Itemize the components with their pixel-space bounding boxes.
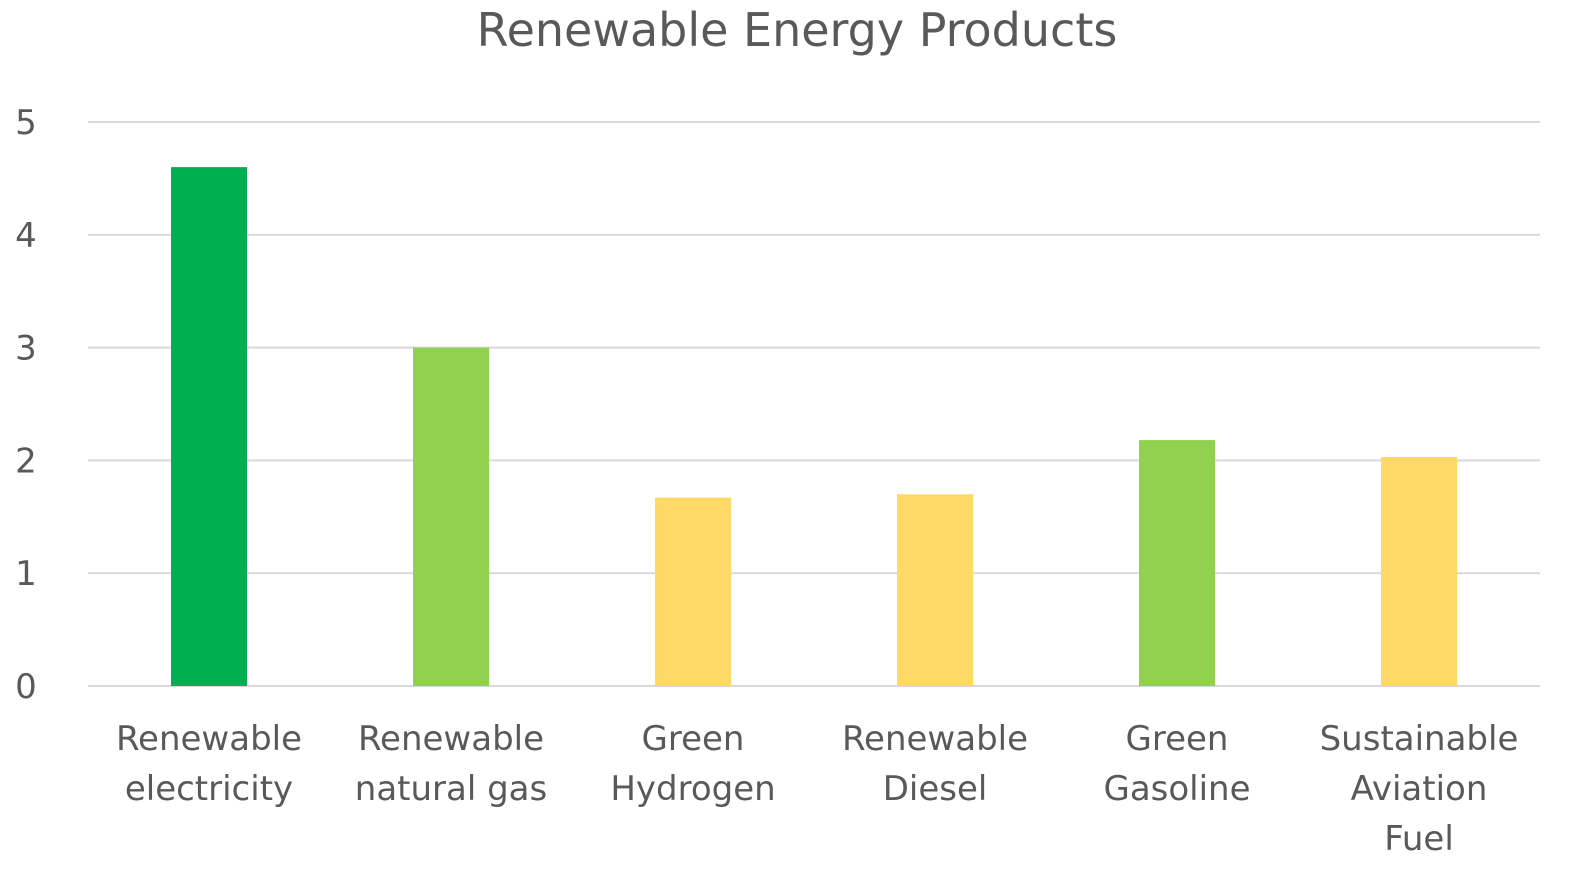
- y-axis-ticks: 0 1 2 3 4 5: [15, 103, 37, 707]
- bar: [1381, 457, 1457, 686]
- x-category-label-line: Sustainable: [1320, 719, 1519, 759]
- x-category-label-line: Aviation: [1351, 769, 1488, 809]
- y-tick-label: 3: [15, 329, 37, 369]
- bars: [171, 167, 1457, 686]
- y-tick-label: 4: [15, 216, 37, 256]
- x-category-label: Sustainable Aviation Fuel: [1320, 719, 1519, 859]
- x-category-label-line: Green: [642, 719, 745, 759]
- bar: [413, 347, 489, 686]
- x-category-label-line: Diesel: [883, 769, 988, 809]
- x-category-label-line: Renewable: [358, 719, 544, 759]
- y-tick-label: 0: [15, 667, 37, 707]
- x-category-label-line: natural gas: [355, 769, 547, 809]
- x-axis-labels: Renewable electricity Renewable natural gas…: [116, 719, 1518, 859]
- gridlines: [88, 121, 1540, 687]
- bar: [1139, 440, 1215, 686]
- x-category-label: Renewable natural gas: [355, 719, 547, 809]
- x-category-label-line: Green: [1126, 719, 1229, 759]
- x-category-label-line: electricity: [125, 769, 293, 809]
- x-category-label: Renewable Diesel: [842, 719, 1028, 809]
- bar: [897, 494, 973, 686]
- x-category-label-line: Fuel: [1384, 819, 1454, 859]
- y-tick-label: 5: [15, 103, 37, 143]
- x-category-label: Renewable electricity: [116, 719, 302, 809]
- bar: [655, 497, 731, 686]
- x-category-label: Green Gasoline: [1103, 719, 1250, 809]
- x-category-label-line: Hydrogen: [610, 769, 775, 809]
- x-category-label-line: Renewable: [116, 719, 302, 759]
- x-category-label-line: Renewable: [842, 719, 1028, 759]
- x-category-label: Green Hydrogen: [610, 719, 775, 809]
- chart-title: Renewable Energy Products: [477, 3, 1118, 57]
- bar: [171, 167, 247, 686]
- y-tick-label: 1: [15, 554, 37, 594]
- x-category-label-line: Gasoline: [1103, 769, 1250, 809]
- y-tick-label: 2: [15, 441, 37, 481]
